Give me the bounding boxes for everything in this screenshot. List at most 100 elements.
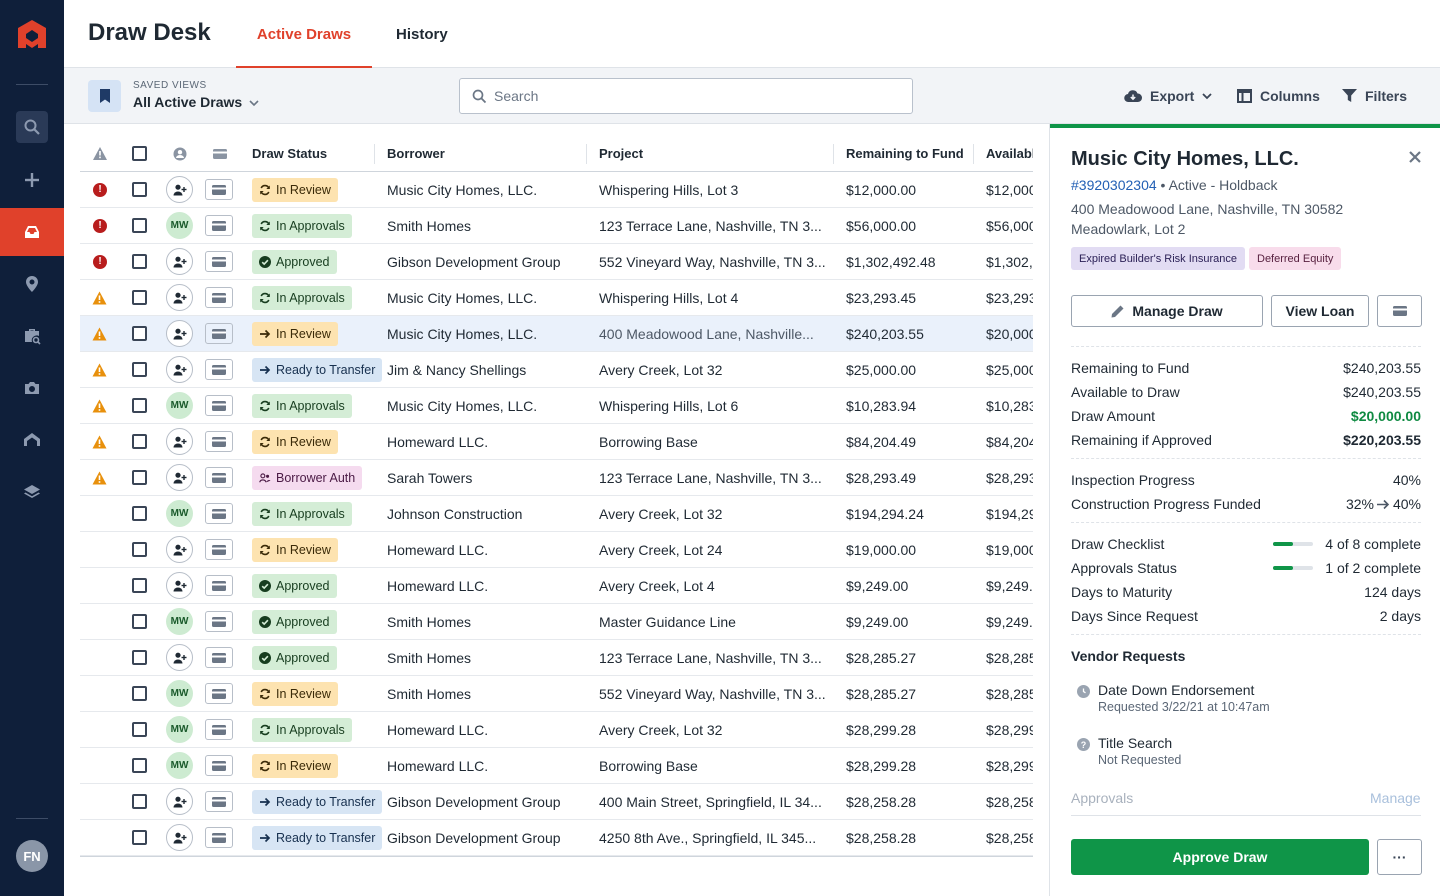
card-icon[interactable] [205, 359, 233, 380]
row-checkbox[interactable] [132, 460, 147, 495]
manage-draw-button[interactable]: Manage Draw [1071, 295, 1263, 327]
card-icon[interactable] [205, 647, 233, 668]
user-avatar[interactable]: FN [16, 840, 48, 872]
warning-alert-icon[interactable] [92, 424, 107, 459]
table-row[interactable]: In Review Homeward LLC. Avery Creek, Lot 2… [80, 532, 1033, 568]
row-checkbox[interactable] [132, 208, 147, 243]
rail-layers-icon[interactable] [16, 476, 48, 508]
approvals-status-row[interactable]: Approvals Status 1 of 2 complete [1071, 558, 1421, 578]
card-icon[interactable] [205, 503, 233, 524]
warning-alert-icon[interactable] [92, 280, 107, 315]
card-button[interactable] [1377, 295, 1422, 327]
chevron-down-icon[interactable] [249, 98, 259, 108]
table-row[interactable]: Ready to Transfer Jim & Nancy Shellings Av… [80, 352, 1033, 388]
row-checkbox[interactable] [132, 784, 147, 819]
table-row[interactable]: In Review Homeward LLC. Borrowing Base $84,… [80, 424, 1033, 460]
table-row[interactable]: MW In Approvals Homeward LLC. Avery Creek, … [80, 712, 1033, 748]
user-add-icon[interactable] [166, 320, 193, 347]
user-add-icon[interactable] [166, 572, 193, 599]
table-row[interactable]: ! Approved Gibson Development Group 552 Vin… [80, 244, 1033, 280]
table-row[interactable]: Approved Homeward LLC. Avery Creek, Lot 4 $… [80, 568, 1033, 604]
row-checkbox[interactable] [132, 316, 147, 351]
row-checkbox[interactable] [132, 244, 147, 279]
card-icon[interactable] [205, 179, 233, 200]
assignee-avatar[interactable]: MW [166, 752, 193, 779]
assignee-avatar[interactable]: MW [166, 608, 193, 635]
warning-alert-icon[interactable] [92, 352, 107, 387]
rail-search-icon[interactable] [16, 111, 48, 143]
card-icon[interactable] [205, 539, 233, 560]
remaining-column-header[interactable]: Remaining to Fund [846, 146, 964, 161]
card-icon[interactable] [205, 719, 233, 740]
card-icon[interactable] [205, 215, 233, 236]
more-options-button[interactable]: ··· [1377, 839, 1422, 875]
rail-add-icon[interactable] [16, 164, 48, 196]
app-logo-icon[interactable] [16, 18, 48, 50]
close-icon[interactable] [1408, 150, 1422, 164]
row-checkbox[interactable] [132, 568, 147, 603]
user-add-icon[interactable] [166, 428, 193, 455]
row-checkbox[interactable] [132, 280, 147, 315]
warning-alert-icon[interactable] [92, 388, 107, 423]
search-input[interactable] [494, 79, 904, 113]
assignee-avatar[interactable]: MW [166, 680, 193, 707]
row-checkbox[interactable] [132, 388, 147, 423]
user-add-icon[interactable] [166, 536, 193, 563]
card-icon[interactable] [205, 431, 233, 452]
filters-button[interactable]: Filters [1342, 86, 1407, 106]
warning-alert-icon[interactable] [92, 316, 107, 351]
loan-number-link[interactable]: #3920302304 [1071, 177, 1157, 193]
table-row[interactable]: ! In Review Music City Homes, LLC. Whisperi… [80, 172, 1033, 208]
row-checkbox[interactable] [132, 676, 147, 711]
project-column-header[interactable]: Project [599, 146, 644, 161]
draw-checklist-row[interactable]: Draw Checklist 4 of 8 complete [1071, 534, 1421, 554]
user-add-icon[interactable] [166, 176, 193, 203]
status-column-header[interactable]: Draw Status [252, 146, 328, 161]
borrower-column-header[interactable]: Borrower [387, 146, 445, 161]
assignee-column-header[interactable] [173, 136, 187, 171]
rail-briefcase-search-icon[interactable] [16, 320, 48, 352]
table-row[interactable]: ! MW In Approvals Smith Homes 123 Terrace La… [80, 208, 1033, 244]
card-icon[interactable] [205, 287, 233, 308]
rail-inbox-icon[interactable] [16, 216, 48, 248]
table-row[interactable]: Ready to Transfer Gibson Development Grou… [80, 784, 1033, 820]
row-checkbox[interactable] [132, 424, 147, 459]
table-row[interactable]: MW Approved Smith Homes Master Guidance Lin… [80, 604, 1033, 640]
saved-view-select[interactable]: All Active Draws [133, 94, 243, 110]
rail-camera-icon[interactable] [16, 372, 48, 404]
assignee-avatar[interactable]: MW [166, 212, 193, 239]
table-row[interactable]: Approved Smith Homes 123 Terrace Lane, Nas… [80, 640, 1033, 676]
card-icon[interactable] [205, 395, 233, 416]
view-loan-button[interactable]: View Loan [1271, 295, 1369, 327]
card-icon[interactable] [205, 467, 233, 488]
search-field[interactable] [459, 78, 913, 114]
rail-location-icon[interactable] [16, 268, 48, 300]
error-alert-icon[interactable]: ! [93, 244, 107, 279]
rail-home-icon[interactable] [16, 424, 48, 456]
table-row[interactable]: In Approvals Music City Homes, LLC. Whispe… [80, 280, 1033, 316]
approve-draw-button[interactable]: Approve Draw [1071, 839, 1369, 875]
bookmark-icon[interactable] [88, 80, 121, 112]
user-add-icon[interactable] [166, 464, 193, 491]
row-checkbox[interactable] [132, 352, 147, 387]
card-icon[interactable] [205, 323, 233, 344]
table-row[interactable]: MW In Approvals Music City Homes, LLC. Whis… [80, 388, 1033, 424]
row-checkbox[interactable] [132, 712, 147, 747]
card-icon[interactable] [205, 791, 233, 812]
assignee-avatar[interactable]: MW [166, 392, 193, 419]
alert-column-header[interactable] [93, 136, 107, 171]
user-add-icon[interactable] [166, 644, 193, 671]
card-icon[interactable] [205, 575, 233, 596]
assignee-avatar[interactable]: MW [166, 716, 193, 743]
row-checkbox[interactable] [132, 820, 147, 855]
card-column-header[interactable] [213, 136, 227, 171]
table-row[interactable]: Ready to Transfer Gibson Development Grou… [80, 820, 1033, 856]
card-icon[interactable] [205, 827, 233, 848]
table-row[interactable]: MW In Review Homeward LLC. Borrowing Base $2… [80, 748, 1033, 784]
table-row[interactable]: In Review Music City Homes, LLC. 400 Meado… [80, 316, 1033, 352]
card-icon[interactable] [205, 683, 233, 704]
manage-approvals-link[interactable]: Manage [1370, 790, 1421, 806]
table-row[interactable]: MW In Approvals Johnson Construction Avery … [80, 496, 1033, 532]
row-checkbox[interactable] [132, 748, 147, 783]
user-add-icon[interactable] [166, 788, 193, 815]
